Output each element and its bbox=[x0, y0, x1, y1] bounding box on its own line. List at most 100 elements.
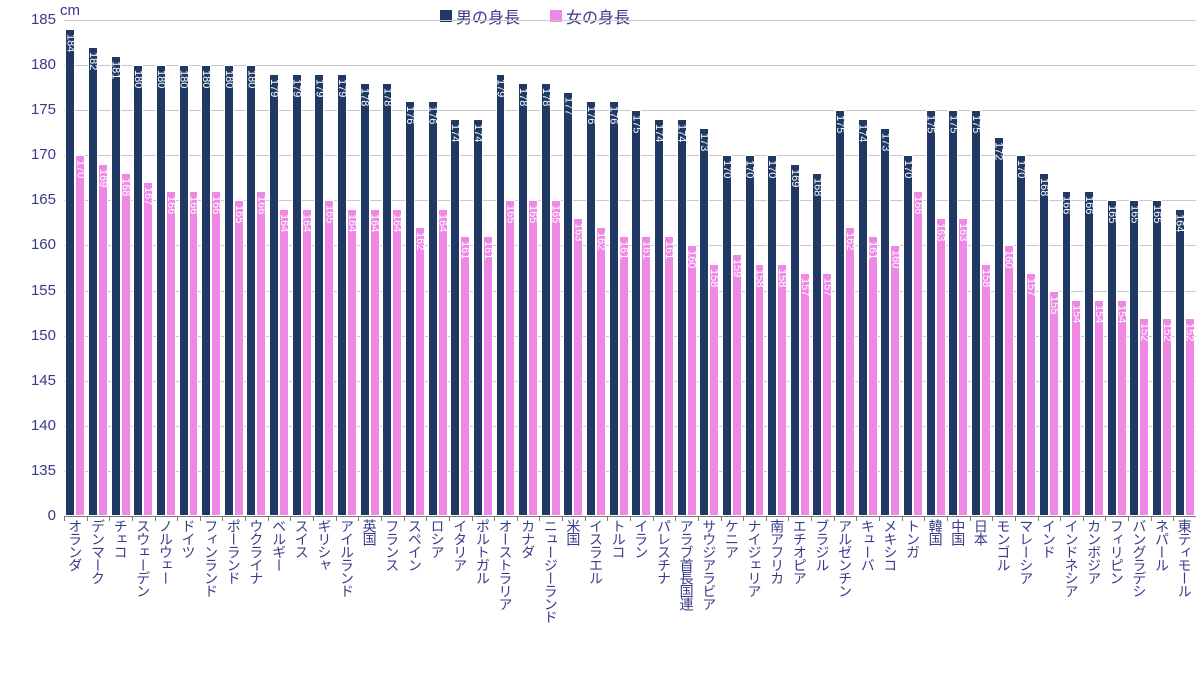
country-column: 180166ドイツ bbox=[179, 20, 199, 516]
bar-value-female: 161 bbox=[482, 241, 494, 259]
bar-value-female: 161 bbox=[459, 241, 471, 259]
bar-value-male: 168 bbox=[811, 178, 823, 196]
bar-female: 168 bbox=[121, 173, 131, 516]
bar-value-female: 166 bbox=[187, 196, 199, 214]
bar-female: 166 bbox=[256, 191, 266, 516]
bar-value-male: 166 bbox=[1060, 196, 1072, 214]
bar-male: 166 bbox=[1062, 191, 1072, 516]
y-tick-label: 140 bbox=[0, 417, 56, 434]
bar-value-female: 158 bbox=[776, 269, 788, 287]
bar-male: 170 bbox=[722, 155, 732, 516]
x-label: ウクライナ bbox=[249, 516, 263, 584]
x-label: カンボジア bbox=[1087, 516, 1101, 584]
y-axis-unit: cm bbox=[60, 2, 80, 19]
bar-value-male: 165 bbox=[1128, 205, 1140, 223]
bar-value-male: 176 bbox=[585, 106, 597, 124]
bar-value-female: 162 bbox=[595, 232, 607, 250]
x-label: ドイツ bbox=[182, 516, 196, 558]
y-tick-label: 0 bbox=[0, 507, 56, 524]
bar-value-male: 174 bbox=[449, 124, 461, 142]
bar-female: 164 bbox=[370, 209, 380, 516]
bar-male: 178 bbox=[541, 83, 551, 516]
y-tick-label: 145 bbox=[0, 372, 56, 389]
country-column: 165154フィリピン bbox=[1107, 20, 1127, 516]
bar-value-female: 152 bbox=[1138, 323, 1150, 341]
bar-female: 157 bbox=[822, 273, 832, 516]
country-column: 178165カナダ bbox=[518, 20, 538, 516]
bar-value-female: 164 bbox=[437, 214, 449, 232]
x-label: イタリア bbox=[453, 516, 467, 571]
country-column: 168157ブラジル bbox=[812, 20, 832, 516]
bar-male: 174 bbox=[654, 119, 664, 516]
bar-female: 160 bbox=[1004, 245, 1014, 516]
bar-male: 179 bbox=[292, 74, 302, 516]
y-tick-label: 175 bbox=[0, 101, 56, 118]
bar-value-male: 178 bbox=[517, 88, 529, 106]
bar-value-male: 170 bbox=[766, 160, 778, 178]
bar-male: 172 bbox=[994, 137, 1004, 516]
bar-value-female: 168 bbox=[120, 178, 132, 196]
bar-value-male: 184 bbox=[64, 34, 76, 52]
bar-value-female: 162 bbox=[414, 232, 426, 250]
country-column: 184170オランダ bbox=[65, 20, 85, 516]
x-label: オランダ bbox=[68, 516, 82, 571]
bar-value-female: 164 bbox=[369, 214, 381, 232]
bar-value-female: 158 bbox=[708, 269, 720, 287]
country-column: 170159ケニア bbox=[722, 20, 742, 516]
x-label: デンマーク bbox=[91, 516, 105, 584]
bar-female: 164 bbox=[392, 209, 402, 516]
bar-male: 165 bbox=[1129, 200, 1139, 516]
bar-male: 179 bbox=[269, 74, 279, 516]
bar-female: 152 bbox=[1162, 318, 1172, 516]
height-chart: cm 男の身長 女の身長 013514014515015516016517017… bbox=[0, 0, 1200, 674]
country-column: 180166ノルウェー bbox=[156, 20, 176, 516]
country-column: 165152バングラデシ bbox=[1129, 20, 1149, 516]
bar-female: 162 bbox=[596, 227, 606, 516]
bar-male: 180 bbox=[156, 65, 166, 516]
x-label: スウェーデン bbox=[136, 516, 150, 597]
bar-value-male: 180 bbox=[223, 70, 235, 88]
bar-value-female: 154 bbox=[1070, 305, 1082, 323]
bar-female: 154 bbox=[1117, 300, 1127, 516]
bar-male: 166 bbox=[1084, 191, 1094, 516]
x-label: スイス bbox=[295, 516, 309, 558]
country-column: 180166ウクライナ bbox=[246, 20, 266, 516]
bar-value-male: 181 bbox=[110, 61, 122, 79]
country-column: 168155インド bbox=[1039, 20, 1059, 516]
x-label: フィンランド bbox=[204, 516, 218, 597]
bar-value-female: 164 bbox=[301, 214, 313, 232]
bar-value-male: 180 bbox=[245, 70, 257, 88]
bar-female: 167 bbox=[143, 182, 153, 516]
bar-female: 164 bbox=[302, 209, 312, 516]
bar-female: 160 bbox=[687, 245, 697, 516]
country-column: 179164ベルギー bbox=[269, 20, 289, 516]
bar-value-male: 175 bbox=[925, 115, 937, 133]
bar-female: 166 bbox=[913, 191, 923, 516]
bar-value-male: 175 bbox=[970, 115, 982, 133]
y-tick-label: 150 bbox=[0, 327, 56, 344]
country-column: 178164フランス bbox=[382, 20, 402, 516]
country-column: 166154インドネシア bbox=[1062, 20, 1082, 516]
bar-value-female: 157 bbox=[821, 278, 833, 296]
bar-male: 168 bbox=[812, 173, 822, 516]
bar-female: 161 bbox=[619, 236, 629, 516]
x-label: ケニア bbox=[725, 516, 739, 558]
bar-value-male: 179 bbox=[313, 79, 325, 97]
bar-male: 178 bbox=[382, 83, 392, 516]
bar-value-male: 175 bbox=[947, 115, 959, 133]
country-column: 175158日本 bbox=[971, 20, 991, 516]
bar-value-male: 165 bbox=[1151, 205, 1163, 223]
bar-value-male: 174 bbox=[857, 124, 869, 142]
x-label: イラン bbox=[634, 516, 648, 558]
bar-value-male: 179 bbox=[494, 79, 506, 97]
bar-value-male: 170 bbox=[721, 160, 733, 178]
country-column: 174161パレスチナ bbox=[654, 20, 674, 516]
bar-male: 175 bbox=[971, 110, 981, 516]
bar-value-male: 180 bbox=[132, 70, 144, 88]
x-label: アイルランド bbox=[340, 516, 354, 597]
x-label: ロシア bbox=[431, 516, 445, 558]
x-label: フィリピン bbox=[1110, 516, 1124, 584]
bar-male: 178 bbox=[518, 83, 528, 516]
bar-male: 180 bbox=[133, 65, 143, 516]
bar-female: 161 bbox=[641, 236, 651, 516]
